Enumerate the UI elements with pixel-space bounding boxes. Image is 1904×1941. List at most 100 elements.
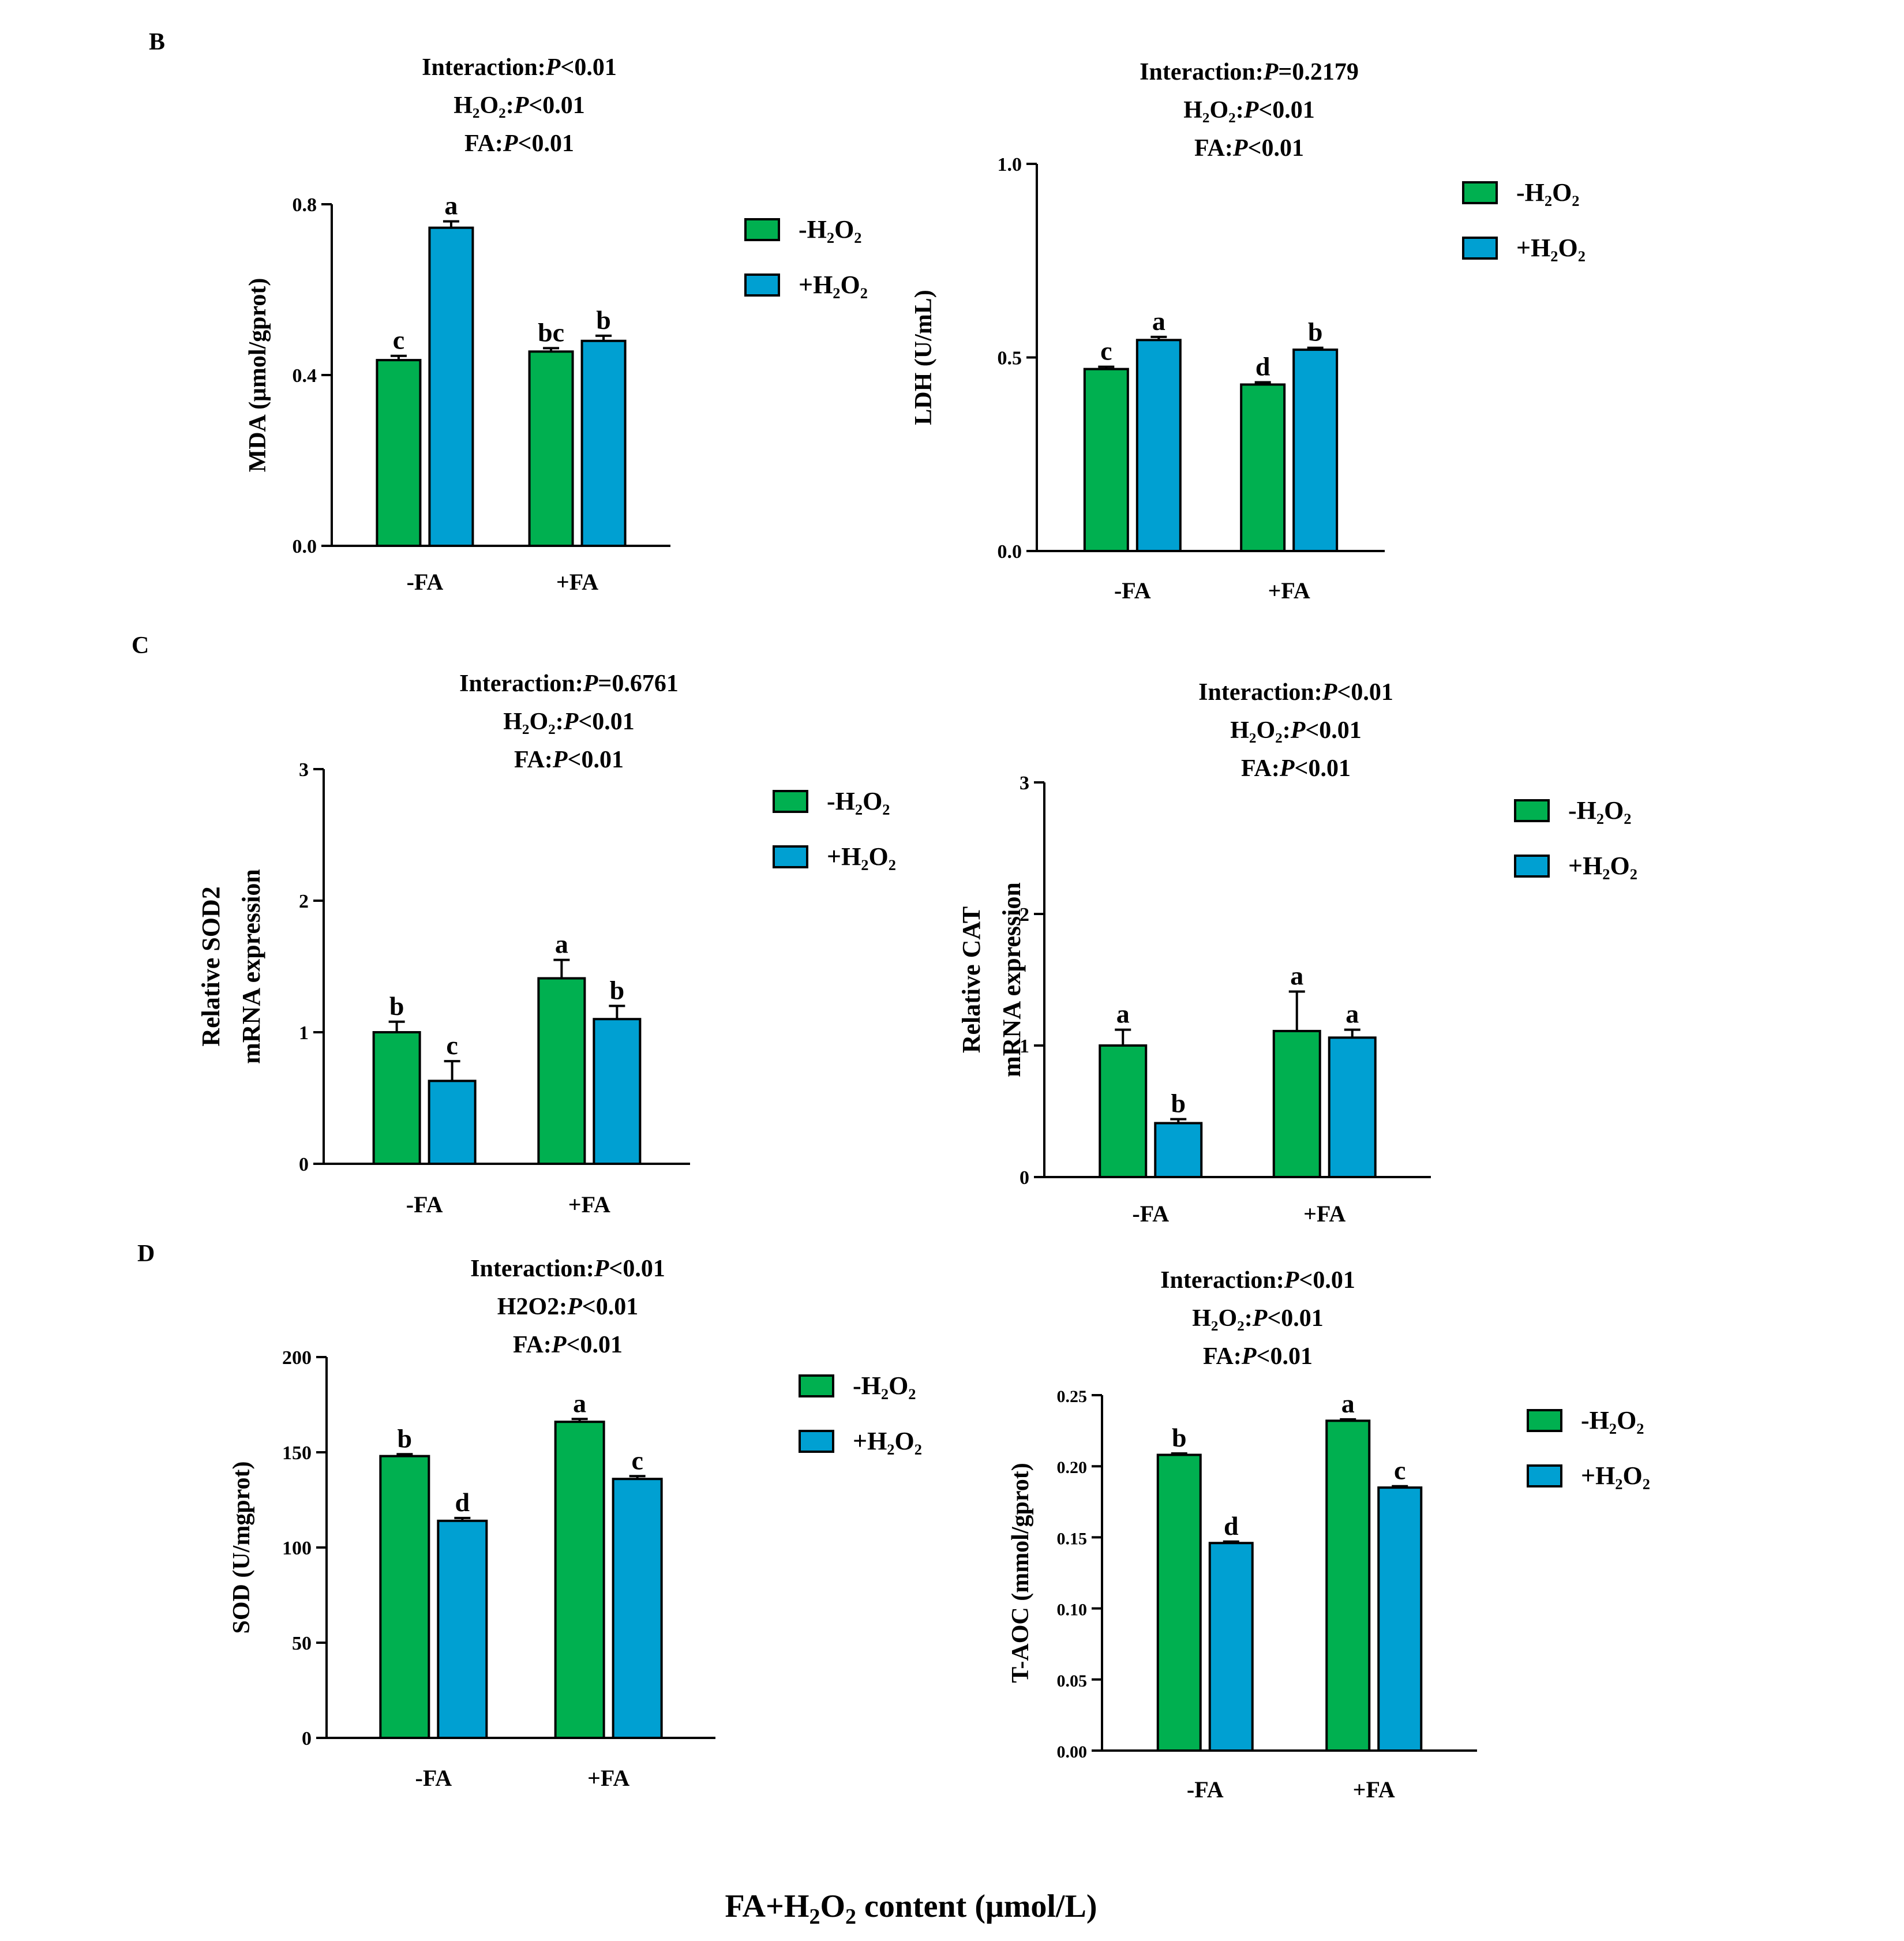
y-tick-label: 200 xyxy=(282,1347,312,1369)
significance-letter: c xyxy=(631,1445,643,1475)
y-tick-label: 0 xyxy=(1020,1167,1029,1189)
significance-letter: c xyxy=(446,1031,458,1060)
x-tick-label: +FA xyxy=(556,569,598,595)
legend-swatch xyxy=(1514,799,1550,822)
bar xyxy=(1156,1453,1202,1752)
stats-label: H₂O₂: xyxy=(1183,97,1244,123)
x-tick-label: -FA xyxy=(1114,578,1151,604)
bar xyxy=(1208,1542,1254,1752)
y-tick-label: 0.25 xyxy=(1057,1387,1088,1406)
stats-line-1: H2O2:P<0.01 xyxy=(497,1294,638,1320)
significance-letter: a xyxy=(1341,1389,1355,1418)
stats-p: P xyxy=(514,92,529,119)
panel-label-d: D xyxy=(137,1241,155,1267)
stats-value: <0.01 xyxy=(1248,135,1304,162)
legend-swatch xyxy=(773,845,808,868)
stats-value: <0.01 xyxy=(1337,679,1393,706)
stats-label: FA: xyxy=(1241,755,1280,782)
stats-line-0: Interaction:P<0.01 xyxy=(1198,679,1393,706)
bar xyxy=(537,977,586,1166)
legend-swatch xyxy=(744,273,780,297)
stats-value: =0.2179 xyxy=(1278,59,1358,85)
stats-value: <0.01 xyxy=(1257,1343,1313,1370)
stats-p: P xyxy=(1279,755,1295,782)
y-tick-label: 1.0 xyxy=(998,154,1022,175)
chart-sod2: Interaction:P=0.6761H₂O₂:P<0.01FA:P<0.01… xyxy=(197,670,896,1217)
bar xyxy=(428,226,474,547)
bar xyxy=(528,350,574,547)
y-tick-label: 0.10 xyxy=(1057,1601,1088,1620)
stats-label: FA: xyxy=(1203,1343,1242,1370)
stats-label: Interaction: xyxy=(470,1256,594,1282)
stats-line-1: H₂O₂:P<0.01 xyxy=(1183,97,1315,123)
y-tick-label: 0.15 xyxy=(1057,1529,1088,1548)
significance-letter: a xyxy=(1290,961,1303,991)
stats-value: <0.01 xyxy=(1267,1305,1323,1332)
bar xyxy=(1377,1486,1423,1752)
legend-swatch xyxy=(799,1430,834,1453)
stats-p: P xyxy=(1284,1267,1299,1294)
y-axis-label-line-0: Relative CAT xyxy=(957,906,985,1054)
stats-p: P xyxy=(503,130,518,157)
stats-line-2: FA:P<0.01 xyxy=(1194,135,1304,162)
legend-label: +H₂O₂ xyxy=(1516,234,1586,262)
bar xyxy=(1272,1029,1321,1179)
stats-value: <0.01 xyxy=(567,1332,623,1358)
global-x-axis-label: FA+H2O2 content (μmol/L) xyxy=(725,1888,1097,1929)
global-xlabel-prefix: FA+H xyxy=(725,1888,809,1924)
bar xyxy=(593,1018,642,1165)
significance-letter: a xyxy=(1116,999,1130,1029)
y-axis-label-line-1: mRNA expression xyxy=(998,882,1026,1077)
bar xyxy=(554,1421,605,1739)
significance-letter: a xyxy=(1152,306,1165,336)
legend-swatch xyxy=(773,790,808,813)
stats-label: Interaction: xyxy=(1160,1267,1284,1294)
significance-letter: a xyxy=(444,191,458,220)
bar xyxy=(1083,368,1129,552)
global-xlabel-sub2: 2 xyxy=(845,1905,856,1929)
y-tick-label: 50 xyxy=(292,1633,312,1654)
significance-letter: a xyxy=(573,1388,586,1418)
stats-line-1: H₂O₂:P<0.01 xyxy=(1192,1305,1324,1332)
global-xlabel-mid: O xyxy=(820,1888,845,1924)
x-tick-label: +FA xyxy=(587,1765,629,1791)
chart-ldh: Interaction:P=0.2179H₂O₂:P<0.01FA:P<0.01… xyxy=(910,59,1586,604)
bar xyxy=(372,1031,421,1165)
legend-swatch xyxy=(799,1374,834,1397)
legend-label: +H₂O₂ xyxy=(1581,1462,1650,1490)
legend-label: +H₂O₂ xyxy=(827,842,896,871)
panel-label-b: B xyxy=(149,29,165,55)
stats-value: <0.01 xyxy=(568,747,624,773)
legend-swatch xyxy=(744,218,780,241)
significance-letter: d xyxy=(1255,351,1270,381)
legend-swatch xyxy=(1527,1409,1562,1432)
stats-line-1: H₂O₂:P<0.01 xyxy=(1230,717,1362,744)
y-axis-label: SOD (U/mgprot) xyxy=(228,1461,255,1633)
significance-letter: d xyxy=(1224,1511,1239,1541)
legend-label: -H₂O₂ xyxy=(1516,178,1579,207)
chart-sod: Interaction:P<0.01H2O2:P<0.01FA:P<0.0105… xyxy=(228,1256,922,1791)
stats-p: P xyxy=(1232,135,1248,162)
bar xyxy=(1154,1122,1203,1179)
y-tick-label: 0 xyxy=(299,1154,309,1175)
stats-value: <0.01 xyxy=(1295,755,1351,782)
y-tick-label: 0.8 xyxy=(293,194,317,216)
significance-letter: c xyxy=(1394,1456,1405,1485)
stats-label: FA: xyxy=(514,747,553,773)
stats-label: H₂O₂: xyxy=(1230,717,1291,744)
y-tick-label: 2 xyxy=(299,891,309,912)
stats-line-1: H₂O₂:P<0.01 xyxy=(503,709,635,735)
y-axis-label: LDH (U/mL) xyxy=(910,290,937,425)
significance-letter: b xyxy=(1308,317,1323,347)
x-tick-label: +FA xyxy=(1268,578,1310,604)
global-xlabel-sub: 2 xyxy=(809,1905,820,1929)
significance-letter: b xyxy=(596,305,611,335)
stats-p: P xyxy=(1241,1343,1257,1370)
y-tick-label: 100 xyxy=(282,1538,312,1559)
significance-letter: a xyxy=(1345,999,1359,1029)
stats-p: P xyxy=(1252,1305,1268,1332)
significance-letter: c xyxy=(393,325,404,355)
legend-label: +H₂O₂ xyxy=(799,271,868,299)
legend-label: -H₂O₂ xyxy=(1568,796,1631,825)
